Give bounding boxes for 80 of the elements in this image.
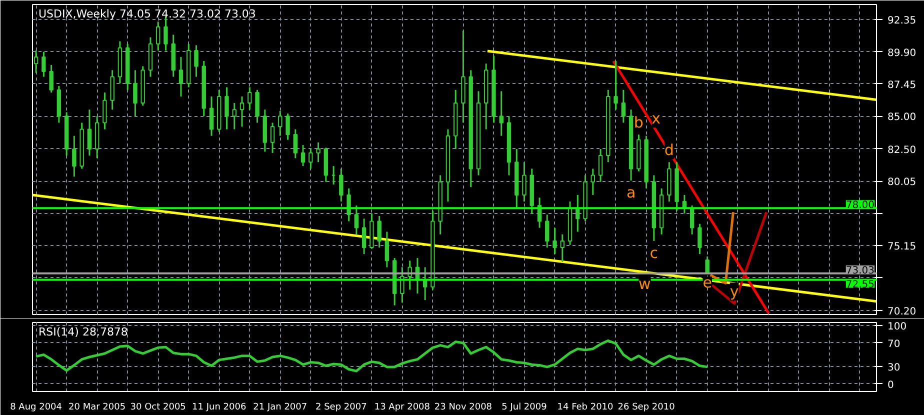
candlestick xyxy=(308,148,313,170)
candlestick xyxy=(552,227,557,255)
candlestick xyxy=(621,89,626,124)
candlestick xyxy=(270,122,275,154)
candlestick xyxy=(339,168,344,202)
chart-title: USDIX,Weekly 74.05 74.32 73.02 73.03 xyxy=(38,8,256,20)
x-tick-label: 14 Feb 2010 xyxy=(557,402,614,412)
candlestick xyxy=(400,266,404,304)
candlestick xyxy=(133,69,138,117)
candlestick xyxy=(42,51,46,78)
y-tick-label: 80.05 xyxy=(888,177,916,188)
candlestick xyxy=(49,64,54,94)
chart-title: RSI(14) 28.7878 xyxy=(38,326,128,338)
candlestick xyxy=(102,92,107,130)
y-tick-label: 87.45 xyxy=(888,80,916,91)
candlestick xyxy=(598,148,603,183)
candlestick xyxy=(698,223,702,255)
candlestick xyxy=(316,142,320,163)
ref-line-label: 73.03 xyxy=(846,265,875,276)
candlestick xyxy=(422,266,428,301)
ref-line-label: 78.00 xyxy=(846,200,875,212)
candlestick xyxy=(590,168,595,196)
candlestick xyxy=(255,89,260,124)
x-tick-label: 20 Mar 2005 xyxy=(68,402,126,412)
x-tick-label: 13 Apr 2008 xyxy=(374,402,430,412)
y-tick-label: 92.35 xyxy=(888,16,916,27)
x-tick-label: 8 Aug 2004 xyxy=(10,402,62,412)
ref-line-label: 72.55 xyxy=(846,280,875,291)
annotation: w xyxy=(638,275,651,294)
annotation: c xyxy=(650,244,658,262)
x-tick-label: 11 Jun 2006 xyxy=(192,402,246,412)
x-tick-label: 5 Jul 2009 xyxy=(502,402,548,412)
candlestick xyxy=(194,44,198,78)
candlestick xyxy=(110,69,114,110)
candlestick xyxy=(522,161,526,202)
y-tick-label: 70.20 xyxy=(888,306,916,318)
y-tick-label: 89.90 xyxy=(888,48,916,59)
annotation: y xyxy=(730,282,739,300)
candlestick xyxy=(224,86,229,130)
y-tick-label: 85.00 xyxy=(888,112,916,124)
candlestick xyxy=(278,110,282,137)
candlestick xyxy=(614,60,618,110)
candlestick xyxy=(286,112,290,141)
candlestick xyxy=(690,204,694,236)
candlestick xyxy=(384,230,390,268)
candlestick xyxy=(705,256,710,274)
x-tick-label: 30 Oct 2005 xyxy=(130,402,186,412)
candlestick xyxy=(560,234,564,263)
x-tick-label: 21 Jan 2007 xyxy=(253,402,308,412)
candlestick xyxy=(87,108,92,156)
y-tick-label: 30 xyxy=(888,362,900,374)
candlestick xyxy=(362,218,366,255)
annotation: a xyxy=(626,184,636,202)
annotation: d xyxy=(664,141,674,160)
x-tick-label: 23 Nov 2008 xyxy=(434,402,492,412)
candlestick xyxy=(499,90,504,137)
candlestick xyxy=(346,188,351,222)
y-tick-label: 100 xyxy=(888,321,907,332)
annotation: e xyxy=(702,274,712,292)
y-tick-label: 70 xyxy=(888,338,900,350)
candlestick xyxy=(178,56,184,98)
candlestick xyxy=(72,135,76,178)
candlestick xyxy=(293,128,298,159)
candlestick xyxy=(156,20,160,52)
candlestick xyxy=(354,204,359,236)
line-series xyxy=(34,339,709,372)
candlestick xyxy=(240,96,244,128)
x-tick-label: 2 Sep 2007 xyxy=(316,402,367,412)
candlestick xyxy=(377,215,382,248)
y-tick-label: 0 xyxy=(888,380,894,391)
candlestick xyxy=(248,86,252,110)
candlestick xyxy=(232,102,236,130)
annotation: x xyxy=(652,110,661,128)
candlestick xyxy=(300,144,306,167)
y-tick-label: 75.15 xyxy=(888,242,916,253)
annotation: b xyxy=(634,114,644,132)
y-tick-label: 82.50 xyxy=(888,144,916,156)
x-tick-label: 26 Sep 2010 xyxy=(618,402,676,412)
candlestick xyxy=(545,214,550,248)
candlestick xyxy=(209,96,214,137)
